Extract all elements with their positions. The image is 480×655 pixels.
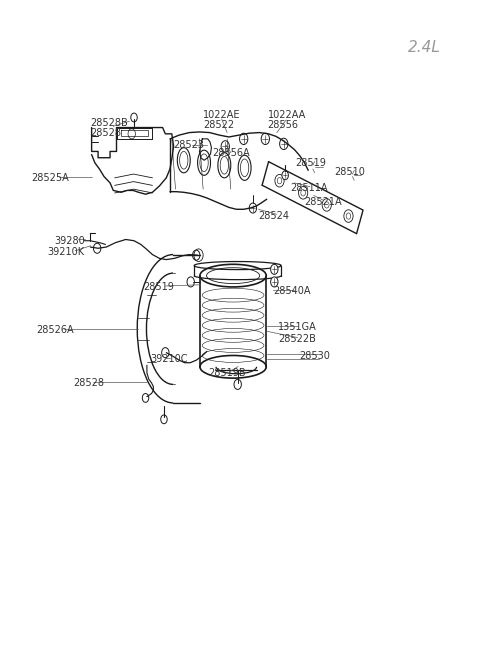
Circle shape [282,171,288,179]
Text: 28526A: 28526A [36,325,74,335]
Text: 39210K: 39210K [48,247,84,257]
Circle shape [280,138,288,149]
Text: 39280: 39280 [55,236,85,246]
Circle shape [271,277,278,287]
Text: 28530: 28530 [299,351,330,361]
Text: 28521A: 28521A [304,196,342,207]
Circle shape [221,141,229,152]
Text: 28524: 28524 [258,210,289,221]
Text: 28525A: 28525A [32,173,70,183]
Text: 28522B: 28522B [278,334,316,344]
Text: 28519B: 28519B [209,367,246,378]
Text: 28556: 28556 [268,120,299,130]
Text: 28528: 28528 [73,378,104,388]
Text: 28519: 28519 [295,158,326,168]
Text: 1022AE: 1022AE [203,110,240,120]
Circle shape [240,133,248,145]
Circle shape [131,113,137,122]
Text: 39210C: 39210C [150,354,188,364]
Text: 28510: 28510 [335,166,365,177]
Text: 28528B: 28528B [90,118,128,128]
Text: 28523: 28523 [173,140,204,150]
Text: 28519: 28519 [143,282,174,292]
Text: 2.4L: 2.4L [408,39,441,54]
Text: 28511A: 28511A [291,183,328,193]
Text: 28528: 28528 [90,128,121,138]
Text: 28522: 28522 [203,120,234,130]
Circle shape [261,133,269,145]
Text: 1022AA: 1022AA [268,110,306,120]
Circle shape [271,265,278,274]
Text: 28540A: 28540A [273,286,311,296]
Text: 28556A: 28556A [212,147,250,158]
Text: 1351GA: 1351GA [278,322,316,333]
Circle shape [249,203,257,213]
